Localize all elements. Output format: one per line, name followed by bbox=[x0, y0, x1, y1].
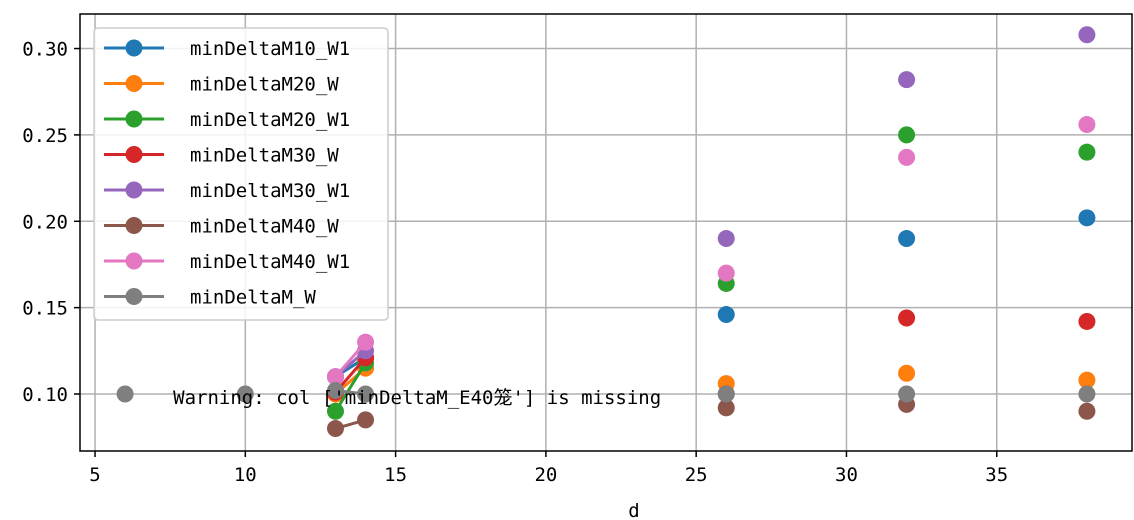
data-point bbox=[1078, 371, 1096, 389]
data-point bbox=[717, 385, 735, 403]
data-point bbox=[1078, 385, 1096, 403]
legend-entry: minDeltaM10_W1 bbox=[104, 38, 350, 60]
legend-entry: minDeltaM30_W bbox=[104, 145, 339, 167]
data-point bbox=[717, 306, 735, 324]
legend-label: minDeltaM40_W bbox=[190, 216, 339, 238]
data-point bbox=[1078, 402, 1096, 420]
data-point bbox=[1078, 143, 1096, 161]
x-axis: 5 10 15 20 25 30 35 bbox=[89, 451, 1008, 486]
data-point bbox=[116, 385, 134, 403]
legend-marker bbox=[125, 288, 143, 305]
legend-marker bbox=[125, 146, 143, 163]
legend: minDeltaM10_W1 minDeltaM20_W minDeltaM20_W… bbox=[93, 27, 389, 321]
data-point bbox=[357, 385, 375, 403]
legend-marker bbox=[125, 75, 143, 92]
legend-entry: minDeltaM_W bbox=[104, 287, 316, 309]
series-minDeltaM40_W bbox=[326, 395, 1096, 438]
y-tick-label: 0.15 bbox=[22, 298, 68, 320]
series-minDeltaM_W bbox=[116, 382, 1096, 403]
legend-entry: minDeltaM40_W1 bbox=[104, 251, 350, 273]
legend-entry: minDeltaM20_W bbox=[104, 74, 339, 96]
x-tick-label: 5 bbox=[89, 464, 100, 486]
y-tick-label: 0.10 bbox=[22, 384, 68, 406]
data-point bbox=[326, 402, 344, 420]
data-point bbox=[1078, 209, 1096, 227]
legend-label: minDeltaM30_W1 bbox=[190, 180, 350, 202]
data-point bbox=[326, 420, 344, 438]
data-point bbox=[898, 364, 916, 382]
legend-box bbox=[93, 27, 389, 321]
plot-frame bbox=[79, 13, 1133, 452]
x-tick-label: 15 bbox=[384, 464, 407, 486]
legend-label: minDeltaM20_W bbox=[190, 74, 339, 96]
legend-entry: minDeltaM20_W1 bbox=[104, 109, 350, 131]
data-point bbox=[898, 385, 916, 403]
data-point bbox=[898, 126, 916, 144]
y-axis: 0.10 0.15 0.20 0.25 0.30 bbox=[22, 39, 80, 406]
data-point bbox=[357, 411, 375, 429]
x-tick-label: 10 bbox=[234, 464, 257, 486]
series-minDeltaM20_W1 bbox=[326, 126, 1096, 420]
legend-label: minDeltaM30_W bbox=[190, 145, 339, 167]
warning-annotation: Warning: col ['minDeltaM_E40笼'] is missi… bbox=[173, 387, 661, 409]
series-minDeltaM40_W1 bbox=[326, 116, 1096, 386]
legend-marker bbox=[125, 181, 143, 199]
legend-marker bbox=[125, 217, 143, 234]
legend-marker bbox=[125, 252, 143, 270]
series-layer bbox=[116, 26, 1096, 438]
data-point bbox=[1078, 312, 1096, 330]
data-point bbox=[898, 309, 916, 327]
y-tick-label: 0.30 bbox=[22, 39, 68, 61]
series-minDeltaM10_W1 bbox=[326, 209, 1096, 386]
data-point bbox=[326, 368, 344, 386]
x-tick-label: 35 bbox=[985, 464, 1008, 486]
data-point bbox=[898, 71, 916, 89]
data-point bbox=[1078, 26, 1096, 44]
data-point bbox=[717, 230, 735, 248]
data-point bbox=[1078, 116, 1096, 134]
series-line bbox=[334, 362, 367, 413]
data-point bbox=[717, 399, 735, 417]
x-axis-label: d bbox=[628, 500, 639, 520]
legend-entry: minDeltaM30_W1 bbox=[104, 180, 350, 202]
legend-label: minDeltaM10_W1 bbox=[190, 38, 350, 60]
x-tick-label: 20 bbox=[534, 464, 557, 486]
data-point bbox=[717, 264, 735, 282]
legend-entry: minDeltaM40_W bbox=[104, 216, 339, 238]
data-point bbox=[326, 382, 344, 400]
x-tick-label: 30 bbox=[835, 464, 858, 486]
annotation-layer: Warning: col ['minDeltaM_E40笼'] is missi… bbox=[173, 387, 661, 409]
y-tick-label: 0.25 bbox=[22, 125, 68, 147]
data-point bbox=[898, 148, 916, 166]
legend-marker bbox=[125, 110, 143, 128]
data-point bbox=[357, 333, 375, 351]
legend-label: minDeltaM40_W1 bbox=[190, 251, 350, 273]
series-minDeltaM30_W1 bbox=[326, 26, 1096, 386]
data-point bbox=[236, 385, 254, 403]
data-point bbox=[898, 230, 916, 248]
legend-label: minDeltaM20_W1 bbox=[190, 109, 350, 131]
x-tick-label: 25 bbox=[685, 464, 708, 486]
legend-marker bbox=[125, 39, 143, 57]
legend-label: minDeltaM_W bbox=[190, 287, 316, 309]
y-tick-label: 0.20 bbox=[22, 211, 68, 233]
